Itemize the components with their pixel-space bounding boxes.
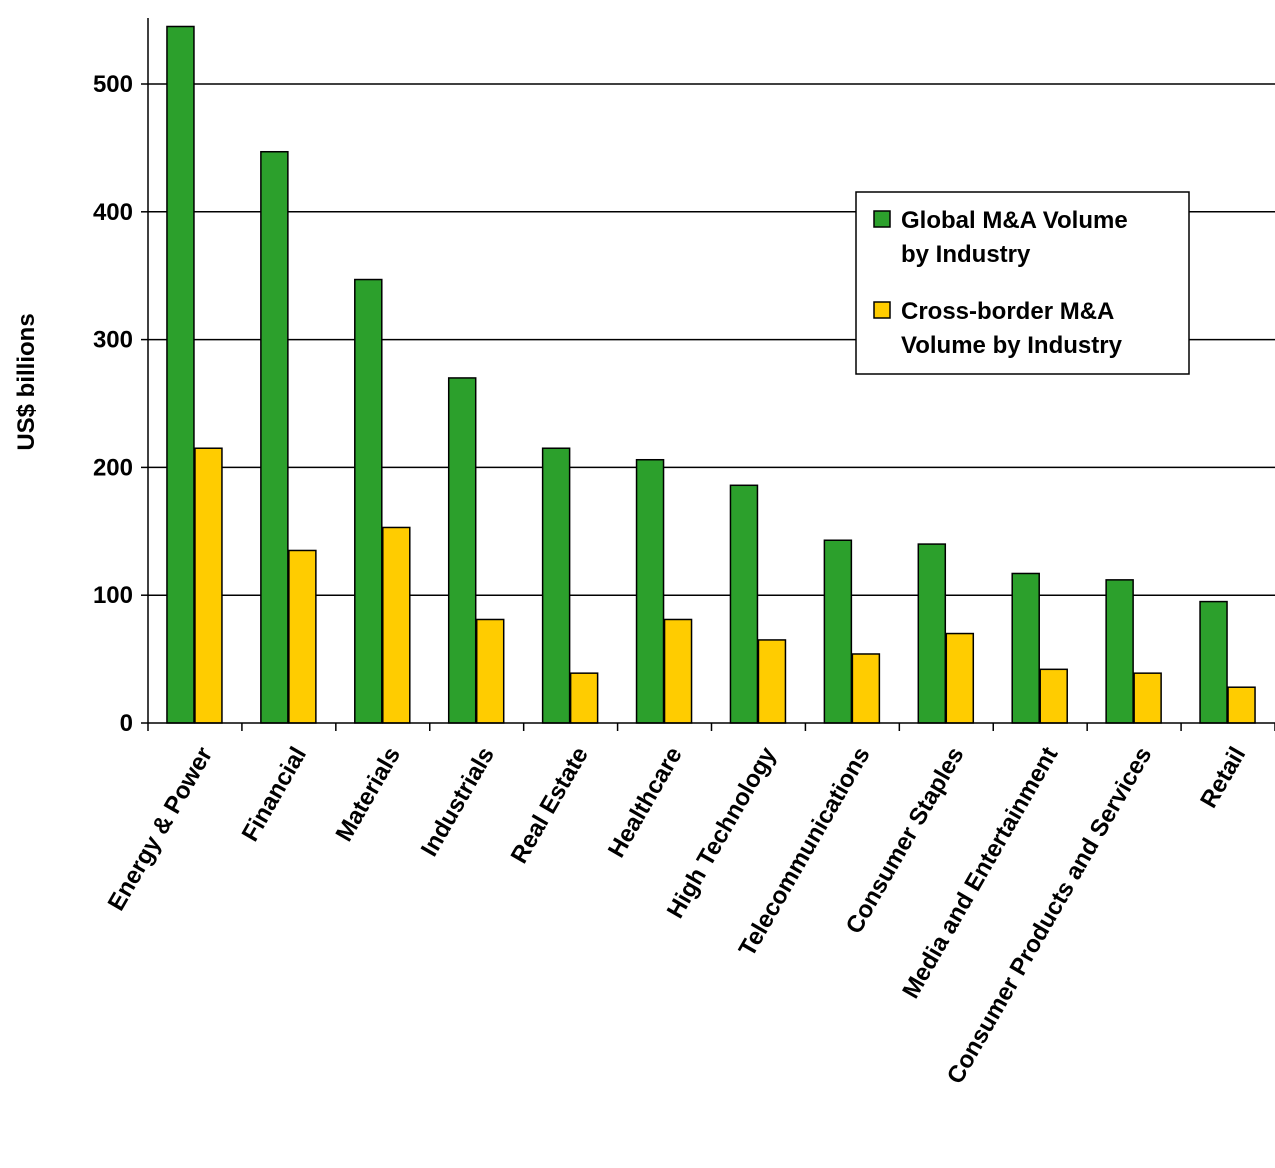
bar-cross-border [1133, 672, 1162, 724]
y-tick-label: 200 [93, 454, 133, 481]
bar-global [1199, 600, 1228, 724]
bar-cross-border [288, 549, 317, 724]
bars [166, 25, 1256, 724]
bar-global [447, 377, 477, 724]
bar-global [1011, 572, 1040, 724]
y-tick-label: 400 [93, 199, 133, 226]
x-category-labels: Energy & Power Financial Materials Industri… [103, 742, 1251, 1089]
legend-swatch [873, 301, 891, 319]
bar-cross-border [945, 632, 975, 724]
bar-cross-border [663, 618, 693, 724]
legend-label: Cross-border M&A [901, 298, 1114, 325]
legend: Global M&A Volume by Industry Cross-border… [855, 191, 1190, 375]
bar-cross-border [757, 639, 787, 724]
x-category-label: Healthcare [603, 743, 688, 863]
y-tick-label: 100 [93, 582, 133, 609]
x-category-label: Media and Entertainment [897, 742, 1063, 1003]
bar-cross-border [194, 447, 223, 724]
y-tick-labels: 0 100 200 300 400 500 [93, 71, 133, 737]
bar-global [635, 458, 665, 724]
y-axis-label: US$ billions [13, 313, 40, 450]
x-category-label: Energy & Power [103, 743, 218, 916]
axes [141, 18, 1275, 731]
x-category-label: Industrials [416, 743, 500, 862]
legend-label: Volume by Industry [901, 332, 1123, 359]
bar-cross-border [1039, 668, 1068, 724]
bar-global [917, 543, 947, 724]
y-tick-label: 500 [93, 71, 133, 98]
x-category-label: Materials [331, 743, 406, 847]
bar-cross-border [1227, 686, 1256, 724]
x-category-label: Real Estate [506, 743, 594, 869]
y-tick-label: 300 [93, 327, 133, 354]
bar-global [354, 278, 383, 724]
x-category-label: Retail [1195, 743, 1251, 813]
bar-cross-border [851, 653, 881, 724]
bar-global [823, 539, 853, 724]
bar-global [729, 484, 759, 724]
x-category-label: Consumer Products and Services [942, 743, 1157, 1089]
legend-label: by Industry [901, 241, 1031, 268]
bar-cross-border [475, 618, 505, 724]
legend-label: Global M&A Volume [901, 207, 1128, 234]
bar-global [1105, 579, 1134, 724]
legend-swatch [873, 210, 891, 228]
legend-box [855, 191, 1190, 375]
x-category-label: Financial [237, 743, 312, 847]
bar-cross-border [382, 526, 411, 724]
bar-cross-border [569, 672, 599, 724]
bar-global [260, 150, 289, 724]
y-tick-label: 0 [120, 710, 133, 737]
bar-global [166, 25, 195, 724]
bar-global [541, 447, 571, 724]
